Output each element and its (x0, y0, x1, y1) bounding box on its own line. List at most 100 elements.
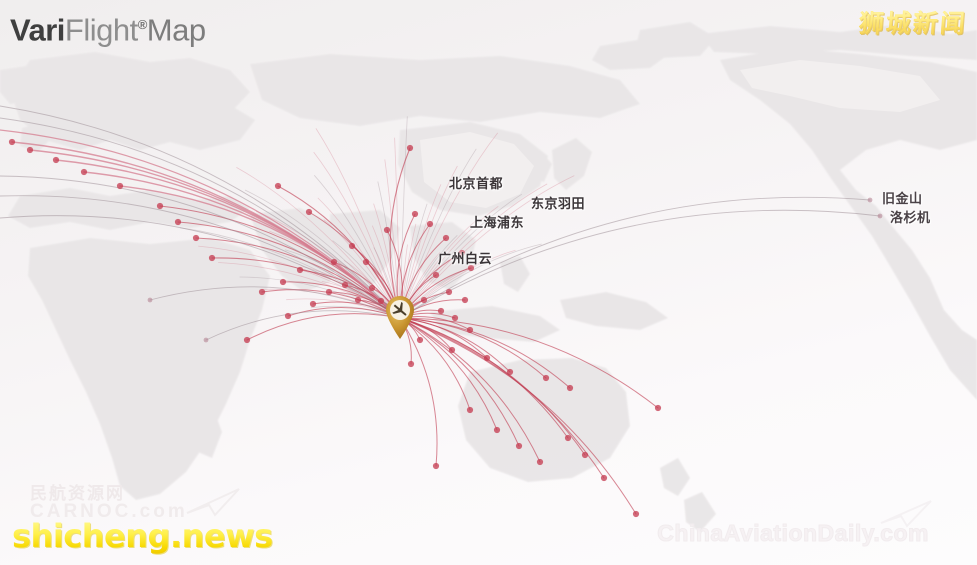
destination-dot[interactable] (407, 360, 415, 368)
destination-dot[interactable] (368, 284, 376, 292)
watermark-carnoc-cn: 民航资源网 (30, 484, 125, 503)
flight-route (244, 189, 401, 319)
watermark-carnoc-en: CARNOC.com (30, 501, 188, 522)
hub-pin-singapore-changi[interactable] (383, 294, 417, 340)
destination-dot[interactable] (258, 288, 266, 296)
watermark-shicheng-news-shadow: shicheng.news (13, 518, 274, 556)
destination-dot[interactable] (354, 296, 362, 304)
destination-dot[interactable] (8, 138, 16, 146)
flight-route (11, 141, 401, 319)
destination-dot[interactable] (156, 202, 164, 210)
destination-dot[interactable] (274, 182, 282, 190)
destination-dot[interactable] (243, 336, 251, 344)
destination-dot[interactable] (26, 146, 34, 154)
destination-dot[interactable] (325, 288, 333, 296)
city-label-tokyo: 东京羽田 (531, 196, 586, 211)
registered-trademark-icon: ® (137, 17, 148, 32)
destination-dot[interactable] (566, 384, 574, 392)
destination-dot[interactable] (411, 210, 419, 218)
destination-dot[interactable] (654, 404, 662, 412)
destination-dot[interactable] (432, 271, 440, 279)
destination-dot[interactable] (437, 307, 445, 315)
destination-dot[interactable] (284, 312, 292, 320)
flight-route (399, 317, 438, 467)
destination-dot[interactable] (296, 266, 304, 274)
flight-route (0, 215, 401, 319)
flight-route (0, 105, 401, 319)
flight-route (399, 317, 498, 431)
destination-dot[interactable] (877, 213, 883, 219)
flight-route (394, 137, 401, 319)
destination-dot[interactable] (458, 249, 466, 257)
watermark-china-aviation-daily: ChinaAviationDaily.com (657, 520, 929, 547)
flight-route (399, 317, 571, 389)
destination-dot[interactable] (406, 144, 414, 152)
destination-dot[interactable] (330, 258, 338, 266)
flight-route (0, 117, 401, 319)
destination-dot[interactable] (564, 434, 572, 442)
city-label-los-angeles: 洛杉机 (890, 210, 931, 225)
destination-dot[interactable] (448, 346, 456, 354)
destination-dot[interactable] (208, 254, 216, 262)
destination-dot[interactable] (174, 218, 182, 226)
destination-dot[interactable] (116, 182, 124, 190)
city-label-shanghai: 上海浦东 (470, 215, 525, 230)
destination-dot[interactable] (305, 208, 313, 216)
city-label-guangzhou: 广州白云 (438, 251, 493, 266)
destination-dot[interactable] (467, 264, 475, 272)
destination-dot[interactable] (445, 288, 453, 296)
destination-dot[interactable] (442, 234, 450, 242)
destination-dot[interactable] (377, 297, 385, 305)
destination-dot[interactable] (80, 168, 88, 176)
flight-route (399, 317, 637, 515)
destination-dot[interactable] (362, 258, 370, 266)
flight-route (399, 317, 471, 411)
destination-dot[interactable] (348, 242, 356, 250)
flight-route (384, 159, 401, 319)
destination-dot[interactable] (416, 336, 424, 344)
destination-dot[interactable] (542, 374, 550, 382)
destination-dot[interactable] (466, 326, 474, 334)
destination-dot[interactable] (867, 197, 873, 203)
destination-dot[interactable] (147, 297, 153, 303)
variflight-logo[interactable]: VariFlight®Map (10, 6, 206, 49)
destination-dot[interactable] (515, 442, 523, 450)
destination-dot[interactable] (426, 220, 434, 228)
flight-route (399, 196, 871, 319)
destination-dot[interactable] (581, 451, 589, 459)
destination-dot[interactable] (461, 296, 469, 304)
paper-plane-icon (880, 500, 932, 528)
watermark-carnoc: 民航资源网 CARNOC.com (30, 479, 188, 523)
destination-dot[interactable] (52, 156, 60, 164)
destination-dot[interactable] (309, 300, 317, 308)
destination-dot[interactable] (493, 426, 501, 434)
flight-route (399, 193, 523, 319)
destination-dot[interactable] (451, 314, 459, 322)
destination-dot[interactable] (192, 234, 200, 242)
destination-dot[interactable] (483, 354, 491, 362)
flight-route (239, 276, 401, 319)
destination-dot[interactable] (536, 458, 544, 466)
destination-dot[interactable] (600, 474, 608, 482)
destination-dot[interactable] (632, 510, 640, 518)
flight-route (399, 317, 586, 456)
destination-dot[interactable] (203, 337, 209, 343)
flight-route (399, 317, 659, 409)
destination-dot[interactable] (279, 278, 287, 286)
landmasses-highlight (420, 60, 940, 208)
city-label-beijing: 北京首都 (449, 176, 504, 191)
flight-route (261, 289, 401, 319)
flight-route (399, 317, 511, 373)
logo-map: Map (146, 12, 206, 48)
destination-dot[interactable] (466, 406, 474, 414)
flight-route (149, 286, 401, 319)
watermark-shicheng-cn: 狮城新闻 (858, 4, 969, 40)
destination-dot[interactable] (432, 462, 440, 470)
destination-dot[interactable] (341, 281, 349, 289)
flight-route (399, 317, 520, 447)
destination-dot[interactable] (506, 368, 514, 376)
destination-dot[interactable] (383, 226, 391, 234)
destination-dot[interactable] (420, 296, 428, 304)
